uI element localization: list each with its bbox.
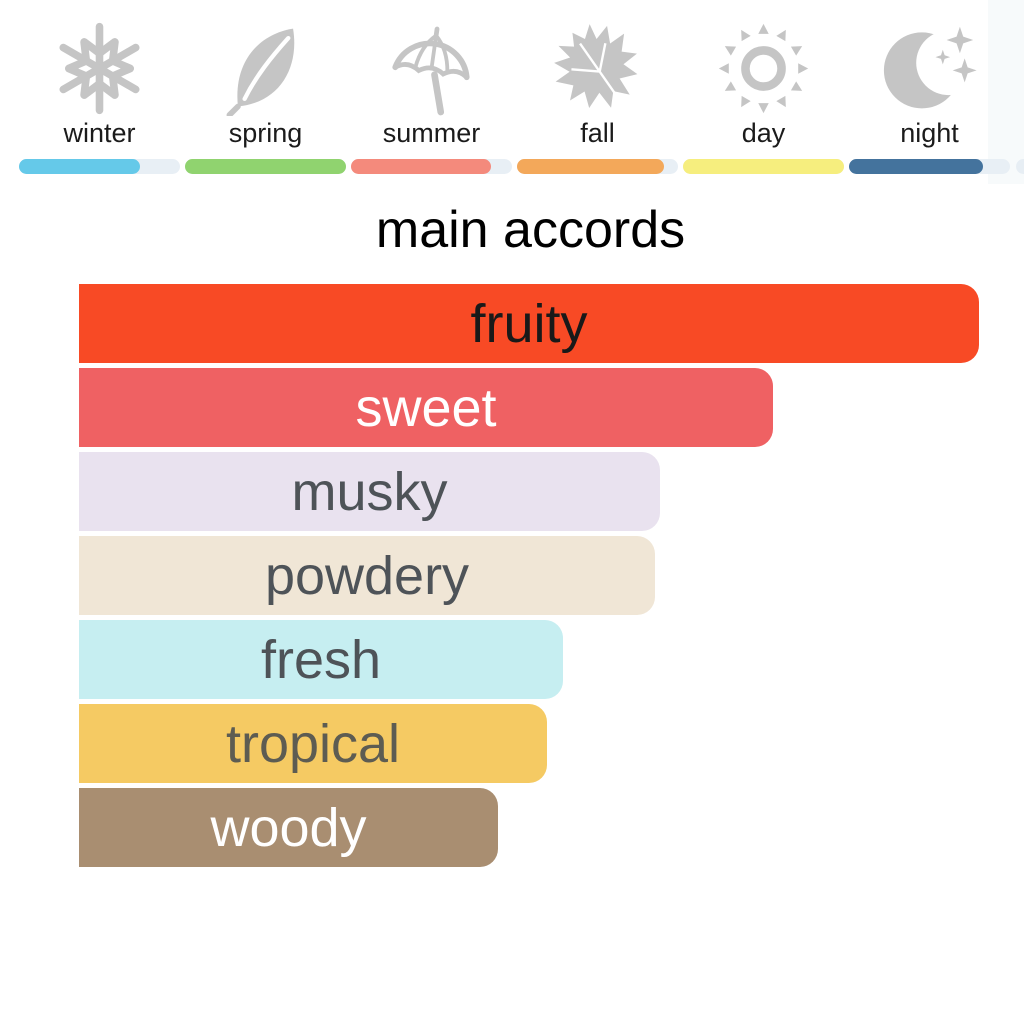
season-label: summer — [382, 118, 481, 148]
accord-bar-woody: woody — [79, 788, 498, 867]
main-accords-chart: main accords fruity sweet musky powdery fres… — [79, 200, 982, 867]
accord-bar-fruity: fruity — [79, 284, 979, 363]
season-label: spring — [228, 118, 303, 148]
season-item-spring: spring — [185, 20, 346, 174]
season-meter-summer — [351, 159, 512, 174]
season-meter-spring — [185, 159, 346, 174]
season-item-summer: summer — [351, 20, 512, 174]
season-item-winter: winter — [19, 20, 180, 174]
season-label: fall — [580, 118, 615, 148]
adjacent-meter-stub — [1016, 159, 1024, 174]
season-label: day — [741, 118, 786, 148]
season-meter-winter — [19, 159, 180, 174]
leaf-icon — [218, 20, 313, 116]
season-meter-fill — [351, 159, 492, 174]
season-item-day: day — [683, 20, 844, 174]
accord-bar-tropical: tropical — [79, 704, 547, 783]
beach-umbrella-icon — [384, 20, 479, 116]
season-meter-fall — [517, 159, 678, 174]
moon-stars-icon — [882, 20, 977, 116]
season-meter-fill — [517, 159, 664, 174]
sun-icon — [716, 20, 811, 116]
adjacent-card-edge — [988, 0, 1024, 184]
season-label: winter — [63, 118, 136, 148]
maple-leaf-icon — [550, 20, 645, 116]
season-meter-day — [683, 159, 844, 174]
accord-label: sweet — [355, 377, 497, 438]
snowflake-icon — [52, 20, 147, 116]
season-meter-fill — [185, 159, 346, 174]
seasons-widget: winter spring summer fall day night — [0, 0, 1024, 174]
main-accords-title: main accords — [375, 201, 686, 259]
season-label: night — [900, 118, 959, 148]
season-item-fall: fall — [517, 20, 678, 174]
accord-label: powdery — [264, 545, 470, 606]
season-item-night: night — [849, 20, 1010, 174]
accord-bar-sweet: sweet — [79, 368, 773, 447]
accord-label: fresh — [260, 629, 382, 690]
accord-label: woody — [210, 797, 367, 858]
accord-bars: fruity sweet musky powdery fresh tropical wood… — [79, 284, 982, 867]
accord-label: fruity — [470, 293, 588, 354]
season-meter-night — [849, 159, 1010, 174]
accord-bar-musky: musky — [79, 452, 660, 531]
season-meter-fill — [19, 159, 140, 174]
accord-bar-fresh: fresh — [79, 620, 563, 699]
season-meter-fill — [683, 159, 844, 174]
accord-label: musky — [291, 461, 448, 522]
accord-bar-powdery: powdery — [79, 536, 655, 615]
season-meter-fill — [849, 159, 983, 174]
accord-label: tropical — [225, 713, 401, 774]
